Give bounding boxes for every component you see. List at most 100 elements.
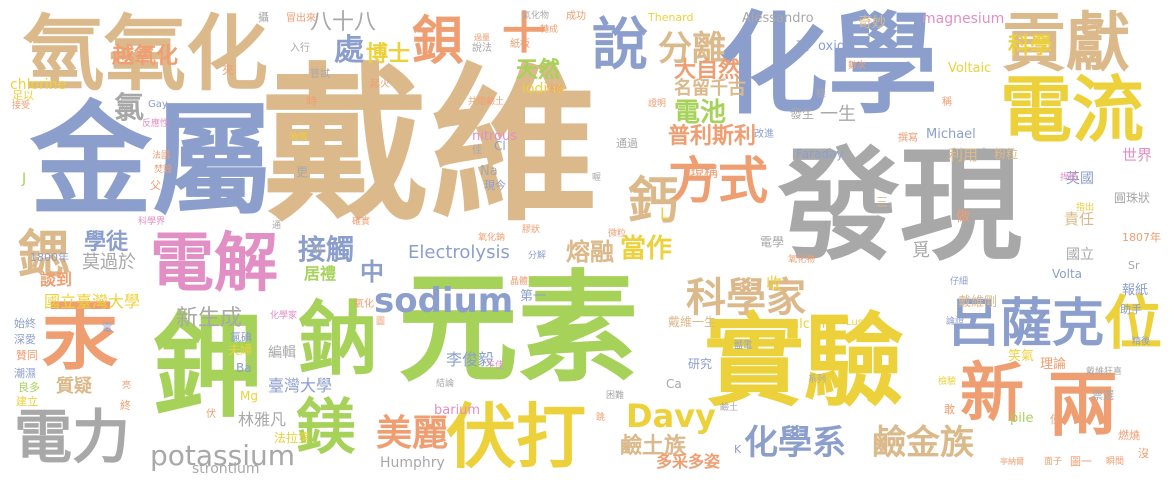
cloud-word-say: 說 xyxy=(592,13,648,78)
cloud-word-chlorine-en: chlorine xyxy=(10,77,67,93)
cloud-word-figure-one: 圖一 xyxy=(1070,455,1092,468)
cloud-word-1800: 1800年 xyxy=(30,251,69,264)
cloud-word-electrolysis: 電解 xyxy=(150,227,278,301)
cloud-word-only: 僅 xyxy=(1050,413,1061,426)
cloud-word-not: 沒 xyxy=(1138,447,1149,460)
cloud-word-chlorine-iodine: 氯碘 xyxy=(230,331,252,344)
cloud-word-england: 英國 xyxy=(1066,171,1094,187)
cloud-word-vote: 票選 xyxy=(1092,389,1114,402)
cloud-word-point-out: 指出 xyxy=(1076,203,1095,213)
cloud-word-na: Na xyxy=(480,164,498,179)
cloud-word-now-called: 現稱 xyxy=(690,165,718,181)
cloud-word-oxide-zh: 氧化物 xyxy=(788,255,816,265)
cloud-word-volta: 伏打 xyxy=(446,396,586,478)
cloud-word-immortal: 名留千古 xyxy=(674,78,746,99)
cloud-word-two: 兩 xyxy=(1048,364,1118,446)
cloud-word-nitrous-en: nitrous xyxy=(472,129,517,144)
cloud-word-hydroxide: 氫氧化 xyxy=(22,7,269,102)
cloud-word-write: 撰寫 xyxy=(898,133,918,144)
cloud-word-question: 質疑 xyxy=(56,376,92,397)
cloud-word-cl: Cl xyxy=(494,139,506,153)
cloud-word-editor: 編輯 xyxy=(268,345,296,361)
cloud-word-volta-en: Volta xyxy=(1052,267,1083,281)
cloud-word-potassium-en: potassium xyxy=(150,439,296,472)
cloud-word-beautiful: 美麗 xyxy=(376,413,449,454)
cloud-word-theory: 理論 xyxy=(1040,357,1067,372)
cloud-word-burn-destroy: 焚毀 xyxy=(154,165,173,175)
cloud-word-ignite: 起火 xyxy=(370,79,390,90)
cloud-word-science: 科學 xyxy=(1008,34,1053,59)
cloud-word-oxidize: 氧化 xyxy=(354,299,374,310)
cloud-word-faraday-en: Faraday xyxy=(796,147,844,161)
cloud-word-pass: 通 xyxy=(272,221,282,231)
cloud-word-thenard-zh: 亭納爾 xyxy=(1000,457,1024,466)
cloud-word-ntu: 臺灣大學 xyxy=(268,376,333,395)
cloud-word-alkaline-earth-2: 鹼土 xyxy=(720,403,739,413)
cloud-word-when: 時 xyxy=(306,95,317,108)
cloud-word-use: 利用 xyxy=(948,146,979,164)
cloud-word-strontium-en: strontium xyxy=(192,461,260,477)
cloud-word-place: 處 xyxy=(334,33,364,68)
cloud-word-element: 元素 xyxy=(398,260,638,399)
cloud-word-through: 通過 xyxy=(616,137,638,150)
cloud-word-magnesium-en: magnesium xyxy=(922,11,1005,27)
cloud-word-curie: 居禮 xyxy=(304,264,337,283)
cloud-word-defend: 捍衛 xyxy=(1060,173,1079,183)
cloud-word-newly-formed: 新生成 xyxy=(176,306,243,331)
cloud-word-research: 研究 xyxy=(688,357,713,371)
cloud-word-damp: 潮濕 xyxy=(14,367,36,380)
cloud-word-emerge: 冒出來 xyxy=(286,13,316,24)
cloud-word-davy-en: Davy xyxy=(626,397,716,435)
cloud-word-duty: 責任 xyxy=(1064,210,1095,228)
cloud-word-more-oxidized: 越氧化 xyxy=(112,44,179,69)
cloud-word-method: 方式 xyxy=(668,152,768,210)
cloud-word-poor: 不佳 xyxy=(486,361,505,371)
cloud-word-substance: 物質 xyxy=(290,133,309,143)
cloud-word-k: K xyxy=(734,443,742,456)
cloud-word-new: 新 xyxy=(960,357,1024,431)
cloud-word-thenard-en: Thenard xyxy=(648,11,694,24)
cloud-word-powder: 粉粒 xyxy=(994,147,1019,161)
cloud-word-priestley: 普利斯利 xyxy=(668,124,757,149)
cloud-word-vaporized: 氣化物 xyxy=(522,11,550,21)
cloud-word-iodine-zh: 碘 xyxy=(976,147,989,161)
cloud-word-finally: 終於 xyxy=(546,85,565,95)
cloud-word-doctor: 博士 xyxy=(366,42,411,67)
cloud-word-sodium-zh: 鈉 xyxy=(298,293,378,386)
cloud-word-dare: 敢 xyxy=(944,403,955,416)
cloud-word-alkaline-earth: 鹼土族 xyxy=(620,434,687,459)
cloud-word-electric: 電 xyxy=(102,323,112,334)
cloud-word-do: 做 xyxy=(956,209,970,225)
cloud-word-convert: 轉成 xyxy=(540,25,559,35)
cloud-word-chem-dept: 化學系 xyxy=(744,423,846,463)
cloud-word-position: 位 xyxy=(1104,289,1163,357)
cloud-word-world: 世界 xyxy=(1122,146,1153,164)
cloud-word-pile-en: pile xyxy=(1010,411,1034,426)
cloud-word-natural: 天然 xyxy=(516,58,561,83)
cloud-word-chlorine-zh: 氯 xyxy=(114,91,144,126)
cloud-word-eighty-eight: 八十八 xyxy=(310,10,377,35)
cloud-word-after-fine: 精後 xyxy=(1132,337,1151,347)
cloud-word-author-lin: 林雅凡 xyxy=(238,410,287,429)
cloud-word-iodine-en: iodine xyxy=(522,81,565,97)
cloud-word-alessandro-en: Alessandro xyxy=(742,11,814,26)
cloud-word-bright: 亮 xyxy=(122,381,132,391)
cloud-word-electricity-study: 電學 xyxy=(760,235,785,249)
cloud-word-beaded: 圓珠狀 xyxy=(1114,191,1151,205)
cloud-word-current: 電流 xyxy=(1000,68,1145,152)
cloud-word-difficult: 困難 xyxy=(606,391,625,401)
cloud-word-love-deeply: 深愛 xyxy=(14,333,36,346)
cloud-word-humphry: Humphry xyxy=(380,455,445,471)
cloud-word-contact: 接觸 xyxy=(298,233,355,266)
cloud-word-laughing-gas: 笑氣 xyxy=(1008,349,1035,364)
cloud-word-more: 更 xyxy=(296,165,309,179)
cloud-word-always: 始終 xyxy=(14,317,36,330)
cloud-word-salt-electric: 鹽電 xyxy=(734,341,753,351)
cloud-word-cardboard: 紙板 xyxy=(510,39,530,50)
cloud-word-potassium: 鉀 xyxy=(152,303,264,433)
cloud-word-conclusion: 結論 xyxy=(436,379,455,389)
cloud-word-apprentice: 學徒 xyxy=(84,230,129,255)
cloud-word-father: 父 xyxy=(150,179,161,192)
cloud-word-ten: 十 xyxy=(502,8,546,59)
cloud-word-lussac-en: Lussac xyxy=(846,317,880,328)
